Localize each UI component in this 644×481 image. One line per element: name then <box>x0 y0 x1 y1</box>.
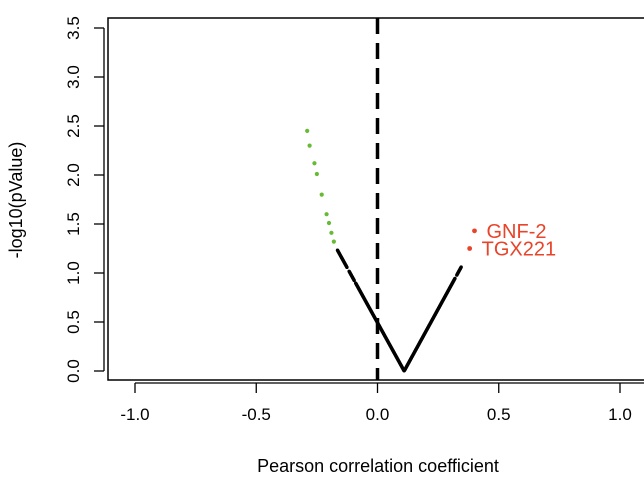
y-tick-label: 1.5 <box>64 212 83 236</box>
negative-significant-point <box>329 230 334 235</box>
x-tick-label: 1.0 <box>608 405 632 424</box>
negative-significant-point <box>326 220 332 226</box>
y-tick-label: 0.5 <box>64 310 83 334</box>
point-annotation: TGX221 <box>482 239 556 261</box>
x-axis-title: Pearson correlation coefficient <box>257 456 499 476</box>
y-tick-label: 1.0 <box>64 261 83 285</box>
x-tick-label: 0.0 <box>366 405 390 424</box>
y-tick-label: 0.0 <box>64 359 83 383</box>
negative-significant-point <box>314 171 319 177</box>
data-point <box>345 265 349 270</box>
x-tick-label: -1.0 <box>120 405 149 424</box>
negative-significant-point <box>324 212 329 217</box>
negative-significant-point <box>312 161 317 166</box>
negative-significant-point <box>307 143 312 148</box>
x-tick-label: -0.5 <box>242 405 271 424</box>
annotated-point <box>472 228 477 234</box>
negative-significant-point <box>319 192 324 197</box>
data-point <box>453 276 457 281</box>
point-annotation: GNF-2 <box>487 221 547 243</box>
x-axis: -1.0 -0.5 0.0 0.5 1.0 <box>120 382 644 424</box>
negative-significant-point <box>331 239 336 244</box>
y-tick-label: 2.0 <box>64 163 83 187</box>
negative-significant-points <box>305 128 336 244</box>
x-tick-label: 0.5 <box>487 405 511 424</box>
y-axis-title: -log10(pValue) <box>6 142 26 259</box>
annotated-point <box>467 246 473 251</box>
y-tick-label: 3.5 <box>64 16 83 40</box>
negative-significant-point <box>305 128 310 133</box>
y-tick-label: 3.0 <box>64 65 83 89</box>
data-point <box>352 278 356 283</box>
y-tick-label: 2.5 <box>64 114 83 138</box>
y-axis: 0.0 0.5 1.0 1.5 2.0 2.5 3.0 3.5 <box>64 16 105 383</box>
data-point <box>459 265 463 269</box>
neutral-points <box>335 248 463 373</box>
